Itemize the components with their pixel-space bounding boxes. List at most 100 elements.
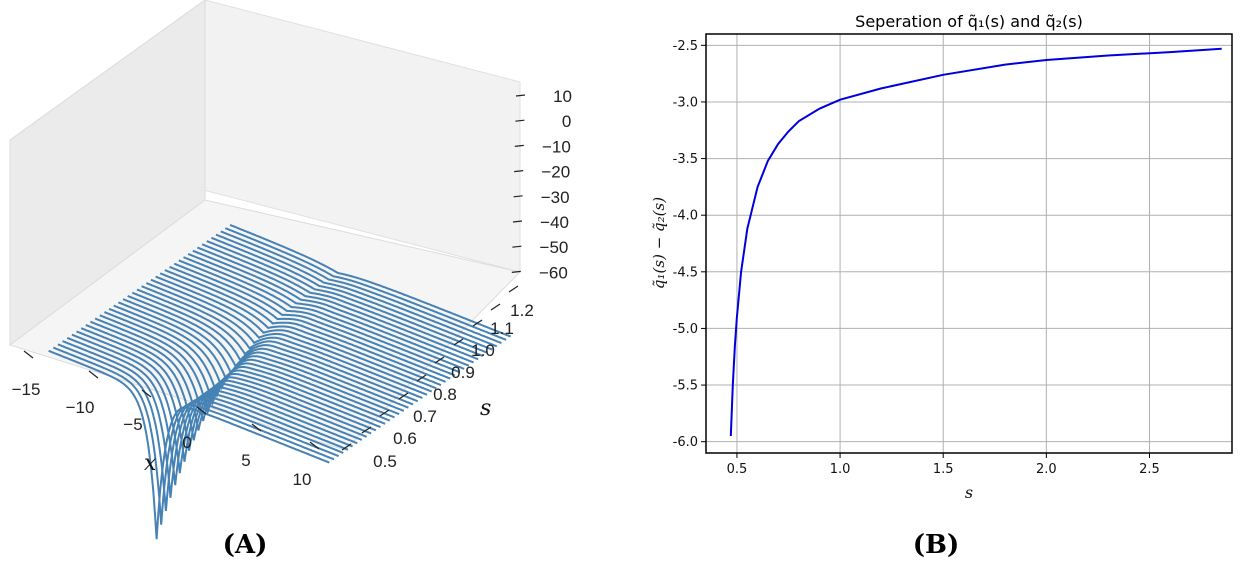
s-tick-label: 0.6 <box>393 429 417 448</box>
z-tick-label: 0 <box>562 112 571 131</box>
waterfall-curve <box>155 275 437 390</box>
x-tick-label: 2.0 <box>1036 462 1057 477</box>
x-tick-label: 1.5 <box>933 462 954 477</box>
waterfall-curve <box>183 256 465 370</box>
z-tick-label: 10 <box>553 87 572 106</box>
y-tick-label: -3.0 <box>673 95 698 110</box>
waterfall-curve <box>150 278 433 393</box>
waterfall-curve <box>169 265 451 380</box>
z-tick-mark <box>515 119 525 122</box>
waterfall-curve <box>211 236 493 351</box>
waterfall-curve <box>57 343 340 511</box>
waterfall-curve <box>113 304 395 419</box>
x-tick-mark <box>309 441 320 450</box>
x-tick-label: 2.5 <box>1139 462 1160 477</box>
x-axis-label: x <box>144 451 157 476</box>
s-tick-mark <box>508 285 519 293</box>
waterfall-curve <box>108 307 391 422</box>
waterfall-curve <box>99 314 381 428</box>
s-tick-label: 1.0 <box>471 341 495 360</box>
waterfall-curve <box>85 324 368 441</box>
x-tick-label: 0.5 <box>727 462 748 477</box>
grid-lines <box>706 34 1232 453</box>
y-axis-label: q̃₁(s) − q̃₂(s) <box>650 197 668 289</box>
x-tick-label: −10 <box>66 398 95 417</box>
waterfall-curve <box>127 295 409 409</box>
y-tick-label: -4.0 <box>673 209 698 224</box>
waterfall-curve <box>224 227 507 341</box>
panel-b-tag: (B) <box>913 530 960 560</box>
chart-title: Seperation of q̃₁(s) and q̃₂(s) <box>855 12 1083 31</box>
x-tick-mark <box>23 350 34 359</box>
waterfall-curve <box>215 233 498 348</box>
y-tick-label: -4.5 <box>673 265 698 280</box>
y-tick-label: -5.0 <box>673 322 698 337</box>
x-tick-label: 0 <box>182 433 191 452</box>
x-tick-label: −15 <box>12 380 41 399</box>
waterfall-curve <box>104 311 386 425</box>
waterfall-curve <box>89 320 372 435</box>
z-tick-label: −30 <box>541 188 570 207</box>
z-tick-label: −60 <box>539 263 568 282</box>
waterfall-curve <box>220 230 502 345</box>
y-tick-label: -2.5 <box>673 39 698 54</box>
s-tick-mark <box>490 303 501 311</box>
s-tick-mark <box>341 443 352 451</box>
x-tick-mark <box>196 406 207 415</box>
y-tick-label: -6.0 <box>673 435 698 450</box>
waterfall-curve <box>48 349 330 540</box>
x-tick-mark <box>251 423 262 432</box>
z-tick-mark <box>514 170 524 173</box>
y-tick-label: -3.5 <box>673 152 698 167</box>
z-tick-mark <box>512 220 523 223</box>
waterfall-curve <box>52 346 335 525</box>
waterfall-curve <box>141 285 423 399</box>
waterfall-curve <box>229 223 512 338</box>
waterfall-curve <box>117 301 400 416</box>
s-tick-mark <box>434 356 445 364</box>
separation-series-line <box>729 47 1222 437</box>
s-tick-label: 1.2 <box>510 301 534 320</box>
s-tick-label: 0.8 <box>433 385 457 404</box>
waterfall-curve <box>94 317 377 432</box>
z-tick-label: −20 <box>541 163 570 182</box>
s-tick-label: 0.9 <box>451 363 475 382</box>
waterfall-curve <box>164 269 447 383</box>
x-tick-label: 5 <box>241 451 250 470</box>
z-tick-label: −10 <box>542 137 571 156</box>
s-tick-mark <box>398 392 409 400</box>
s-tick-label: 0.5 <box>373 452 397 471</box>
waterfall-curve <box>76 330 358 462</box>
waterfall-curve <box>178 259 461 374</box>
waterfall-curve <box>122 298 405 412</box>
waterfall-curve <box>201 243 484 357</box>
x-tick-label: 10 <box>293 470 312 489</box>
surface-waterfall-plot: −15−10−505100.50.60.70.80.91.01.11.2100−… <box>8 0 572 560</box>
waterfall-curve <box>159 272 442 387</box>
waterfall-curve <box>136 288 419 403</box>
x-tick-mark <box>141 389 152 398</box>
z-tick-mark <box>512 245 522 248</box>
waterfall-curve <box>131 291 414 406</box>
z-tick-mark <box>513 195 523 198</box>
axis-ticks: 0.5 1.0 1.5 2.0 2.5 -2.5 -3.0 -3.5 -4.0 -4.5 -5.0 -… <box>673 39 1160 477</box>
s-tick-mark <box>453 338 464 346</box>
waterfall-curve <box>187 252 470 367</box>
x-tick-mark <box>88 370 99 379</box>
s-axis-label: s <box>480 396 491 421</box>
plot-frame <box>705 33 1233 454</box>
x-axis-label: s <box>965 483 973 502</box>
waterfall-curve <box>80 327 363 451</box>
s-tick-mark <box>379 409 390 417</box>
s-tick-label: 0.7 <box>413 407 437 426</box>
s-tick-mark <box>472 319 483 327</box>
y-tick-label: -5.5 <box>673 379 698 394</box>
panel-a-tag: (A) <box>223 530 268 560</box>
s-tick-mark <box>361 426 372 434</box>
z-tick-label: −40 <box>540 213 569 232</box>
axis-ticks-3d: −15−10−505100.50.60.70.80.91.01.11.2100−… <box>12 87 572 489</box>
z-tick-label: −50 <box>540 238 569 257</box>
s-tick-mark <box>416 374 427 382</box>
x-tick-label: 1.0 <box>830 462 851 477</box>
waterfall-curve <box>192 249 474 364</box>
